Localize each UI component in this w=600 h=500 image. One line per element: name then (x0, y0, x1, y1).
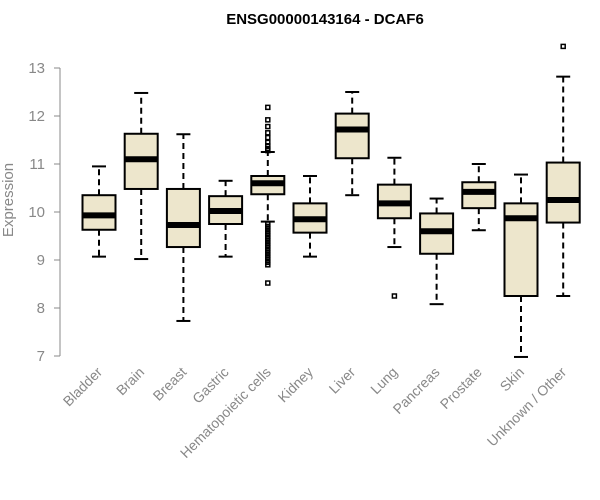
y-axis: 7 8 9 10 11 12 13 (28, 60, 61, 365)
x-tick-label: Pancreas (390, 364, 443, 417)
y-tick-label: 13 (28, 60, 45, 77)
x-tick-label: Skin (497, 364, 528, 395)
y-tick-label: 10 (28, 204, 45, 221)
box-group (334, 91, 370, 197)
x-tick-label: Lung (367, 364, 400, 397)
box-group (376, 156, 412, 299)
outlier-point (391, 293, 398, 299)
x-tick-label: Kidney (275, 364, 317, 406)
x-tick-label: Bladder (60, 364, 106, 410)
box-group (208, 179, 244, 258)
outlier-point (265, 117, 271, 123)
outlier-point (265, 143, 271, 149)
box-group (503, 173, 539, 358)
outlier-point (265, 262, 271, 268)
outlier-point (265, 123, 271, 130)
x-tick-label: Prostate (437, 364, 485, 412)
box (165, 187, 201, 249)
box (545, 161, 581, 224)
x-tick-label: Liver (326, 364, 359, 397)
outlier-point (265, 104, 271, 111)
box-group (545, 43, 581, 297)
x-tick-label: Brain (113, 364, 147, 398)
y-tick-label: 8 (37, 300, 45, 317)
outlier-point (265, 130, 271, 136)
box-group (292, 175, 328, 258)
chart-title: ENSG00000143164 - DCAF6 (226, 11, 424, 28)
box-group (165, 133, 201, 322)
y-tick-label: 9 (37, 252, 45, 269)
x-tick-label: Breast (150, 364, 190, 404)
outlier-point (265, 134, 271, 141)
y-tick-label: 11 (29, 156, 45, 173)
box-group (250, 104, 286, 286)
y-tick-label: 12 (28, 108, 45, 125)
box-group (419, 197, 455, 306)
outlier-point (265, 280, 271, 286)
outlier-point (560, 43, 566, 50)
y-tick-label: 7 (37, 348, 45, 365)
outlier-point (265, 147, 271, 154)
x-tick-label: Unknown / Other (484, 364, 570, 450)
box-group (123, 91, 159, 261)
box-group (461, 163, 497, 232)
box (334, 112, 370, 160)
y-axis-label: Expression (0, 163, 17, 237)
box (461, 181, 497, 210)
plot-area (81, 43, 581, 358)
box-group (81, 165, 117, 258)
